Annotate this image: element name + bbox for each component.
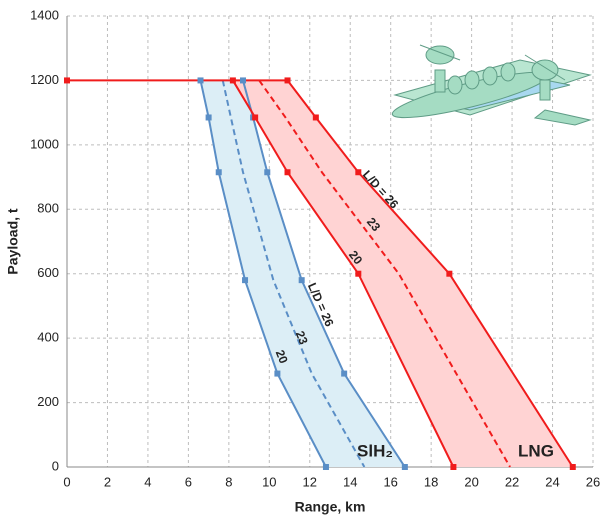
series-label: 23 <box>293 329 311 347</box>
x-axis-title: Range, km <box>295 499 366 515</box>
y-tick-label: 0 <box>52 458 59 473</box>
x-tick-label: 24 <box>545 474 559 489</box>
series-line <box>221 80 366 468</box>
data-point <box>205 114 212 121</box>
markers <box>64 77 576 470</box>
data-point <box>240 77 247 84</box>
x-tick-label: 22 <box>505 474 519 489</box>
aircraft-illustration <box>391 44 592 126</box>
series-label: 20 <box>273 348 291 366</box>
x-tick-label: 8 <box>225 474 232 489</box>
y-tick-label: 1200 <box>30 72 59 87</box>
labels: 0 2 4 6 8 10 12 14 16 18 20 22 24 2602004006008001000… <box>5 7 601 514</box>
series-line <box>199 80 327 468</box>
data-point <box>274 370 281 377</box>
data-point <box>197 77 204 84</box>
fuel-label: LNG <box>518 441 554 460</box>
plot: 0 2 4 6 8 10 12 14 16 18 20 22 24 2602004006008001000… <box>5 7 601 514</box>
data-point <box>355 169 362 176</box>
data-point <box>215 169 222 176</box>
x-tick-label: 6 <box>185 474 192 489</box>
x-tick-label: 14 <box>343 474 357 489</box>
range-band <box>67 80 573 467</box>
bands <box>67 80 573 467</box>
range-band <box>200 80 405 467</box>
x-tick-label: 0 <box>63 474 70 489</box>
series-line <box>258 79 511 468</box>
x-tick-label: 2 <box>104 474 111 489</box>
y-tick-label: 600 <box>37 265 59 280</box>
data-point <box>298 277 305 284</box>
data-point <box>355 270 362 277</box>
x-tick-label: 16 <box>383 474 397 489</box>
y-tick-label: 400 <box>37 330 59 345</box>
data-point <box>264 169 271 176</box>
data-point <box>312 114 319 121</box>
data-point <box>401 464 408 470</box>
data-point <box>284 169 291 176</box>
y-tick-label: 1400 <box>30 7 59 22</box>
data-point <box>64 77 70 84</box>
x-tick-label: 12 <box>303 474 317 489</box>
data-point <box>229 77 236 84</box>
x-tick-label: 18 <box>424 474 438 489</box>
data-point <box>284 77 291 84</box>
data-point <box>446 270 453 277</box>
data-point <box>569 464 576 470</box>
x-tick-label: 10 <box>262 474 276 489</box>
data-point <box>242 277 249 284</box>
data-point <box>252 114 259 121</box>
data-point <box>341 370 348 377</box>
y-tick-label: 200 <box>37 394 59 409</box>
y-axis-title: Payload, t <box>5 208 21 274</box>
fuel-label: SlH₂ <box>357 441 393 460</box>
y-tick-label: 1000 <box>30 136 59 151</box>
data-point <box>322 464 329 470</box>
x-tick-label: 20 <box>464 474 478 489</box>
y-tick-label: 800 <box>37 201 59 216</box>
x-tick-label: 26 <box>586 474 600 489</box>
data-point <box>450 464 457 470</box>
series-line <box>67 79 574 468</box>
x-tick-label: 4 <box>144 474 151 489</box>
